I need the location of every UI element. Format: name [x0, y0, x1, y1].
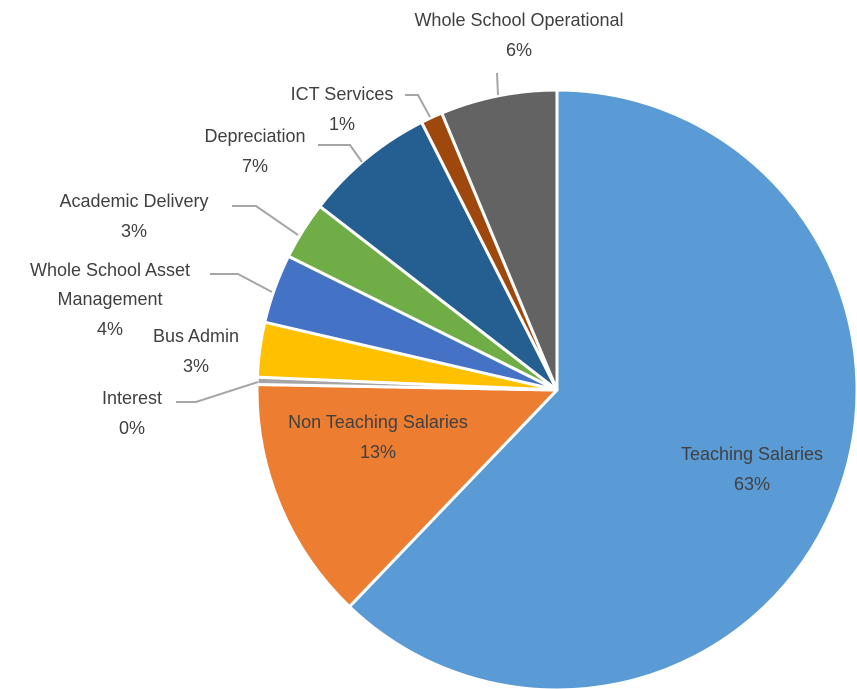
- label-asset-name-line2: Management: [57, 289, 162, 309]
- label-operational-pct: 6%: [506, 40, 532, 60]
- label-bus-admin-name: Bus Admin: [153, 326, 239, 346]
- label-non-teaching-name: Non Teaching Salaries: [288, 412, 468, 432]
- leader-interest: [176, 381, 259, 403]
- leader-academic: [232, 205, 299, 236]
- label-operational-name: Whole School Operational: [414, 10, 623, 30]
- slice-depreciation: [318, 120, 559, 392]
- label-academic-pct: 3%: [121, 221, 147, 241]
- leader-ict: [405, 94, 431, 118]
- label-non-teaching-pct: 13%: [360, 442, 396, 462]
- label-asset-pct: 4%: [97, 319, 123, 339]
- label-depreciation-name: Depreciation: [204, 126, 305, 146]
- label-depreciation-pct: 7%: [242, 156, 268, 176]
- label-teaching-name: Teaching Salaries: [681, 444, 823, 464]
- leader-operational: [496, 72, 499, 96]
- label-interest-pct: 0%: [119, 418, 145, 438]
- label-interest-name: Interest: [102, 388, 162, 408]
- label-ict-name: ICT Services: [291, 84, 394, 104]
- label-bus-admin-pct: 3%: [183, 356, 209, 376]
- label-ict-pct: 1%: [329, 114, 355, 134]
- slice-teaching-salaries: [347, 88, 857, 689]
- label-academic-name: Academic Delivery: [59, 191, 208, 211]
- label-teaching-pct: 63%: [734, 474, 770, 494]
- leader-lines: [176, 72, 499, 403]
- slice-whole-school-operational: [440, 88, 559, 392]
- pie-slices: [255, 88, 857, 689]
- leader-depreciation: [318, 144, 363, 163]
- leader-asset: [210, 273, 273, 293]
- label-asset-name-line1: Whole School Asset: [30, 260, 190, 280]
- pie-labels: Whole School Operational 6% ICT Services…: [30, 10, 823, 494]
- slice-non-teaching-salaries: [255, 382, 559, 609]
